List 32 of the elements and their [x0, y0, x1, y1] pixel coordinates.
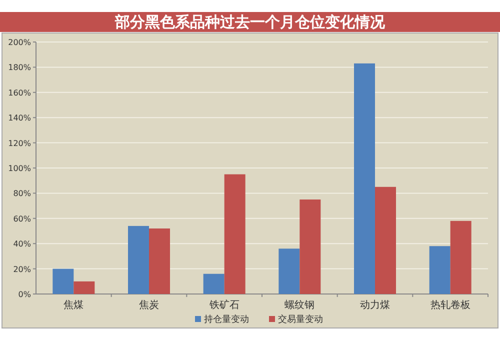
bar	[203, 274, 224, 294]
y-tick-label: 120%	[8, 138, 32, 148]
x-tick-label: 动力煤	[360, 299, 390, 311]
x-tick-label: 焦煤	[64, 299, 84, 311]
bar	[149, 228, 170, 294]
bar	[278, 248, 300, 294]
y-tick-label: 160%	[8, 88, 32, 98]
legend-label: 交易量变动	[278, 314, 323, 325]
y-tick-label: 80%	[13, 189, 32, 198]
chart-title: 部分黑色系品种过去一个月仓位变化情况	[114, 13, 386, 31]
bar	[300, 200, 321, 294]
legend-label: 持仓量变动	[204, 314, 249, 325]
y-tick-label: 200%	[8, 38, 32, 47]
x-tick-label: 铁矿石	[208, 299, 240, 311]
y-tick-label: 60%	[13, 214, 32, 224]
bar	[128, 226, 149, 294]
y-tick-label: 180%	[8, 63, 32, 72]
bar	[52, 268, 74, 294]
y-tick-label: 40%	[13, 240, 32, 249]
bar	[375, 186, 396, 294]
y-tick-label: 100%	[8, 164, 32, 173]
bar	[429, 246, 450, 294]
bar	[450, 220, 472, 294]
x-tick-label: 螺纹钢	[284, 299, 315, 311]
y-tick-label: 0%	[18, 290, 32, 299]
bar	[354, 63, 375, 294]
x-tick-label: 热轧卷板	[430, 299, 470, 311]
bar	[74, 281, 95, 294]
x-tick-label: 焦炭	[139, 299, 159, 311]
bar	[224, 174, 246, 294]
y-tick-label: 140%	[8, 114, 32, 123]
y-tick-label: 20%	[13, 264, 32, 274]
